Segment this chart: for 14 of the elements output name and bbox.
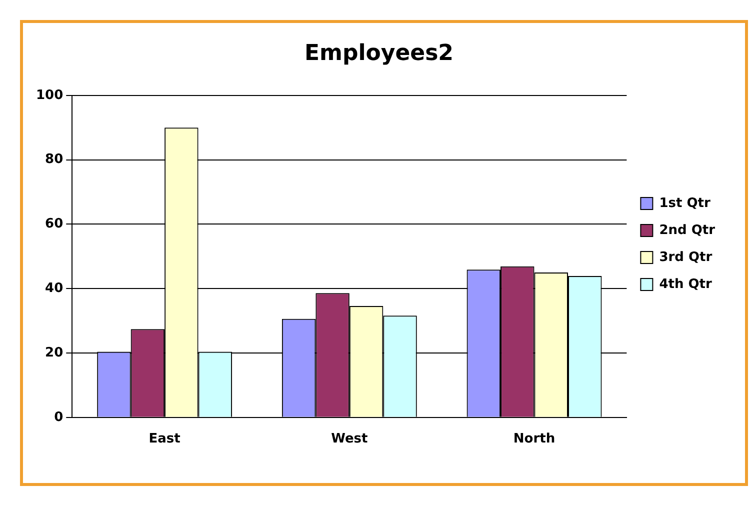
y-tick-label: 80 — [45, 152, 64, 168]
y-tick-label: 0 — [54, 410, 64, 425]
y-tick-label: 60 — [45, 216, 64, 232]
x-tick-label: North — [513, 432, 556, 447]
legend-label: 1st Qtr — [659, 196, 711, 211]
x-tick-label: West — [331, 432, 368, 447]
legend-label: 2nd Qtr — [659, 222, 716, 238]
y-tick-label: 20 — [45, 345, 64, 360]
legend-label: 4th Qtr — [659, 276, 712, 292]
y-tick-label: 40 — [45, 280, 64, 296]
y-tick-label: 100 — [36, 88, 64, 103]
legend-label: 3rd Qtr — [659, 250, 713, 265]
x-tick-label: East — [148, 432, 180, 447]
chart-title: Employees2 — [304, 40, 454, 66]
